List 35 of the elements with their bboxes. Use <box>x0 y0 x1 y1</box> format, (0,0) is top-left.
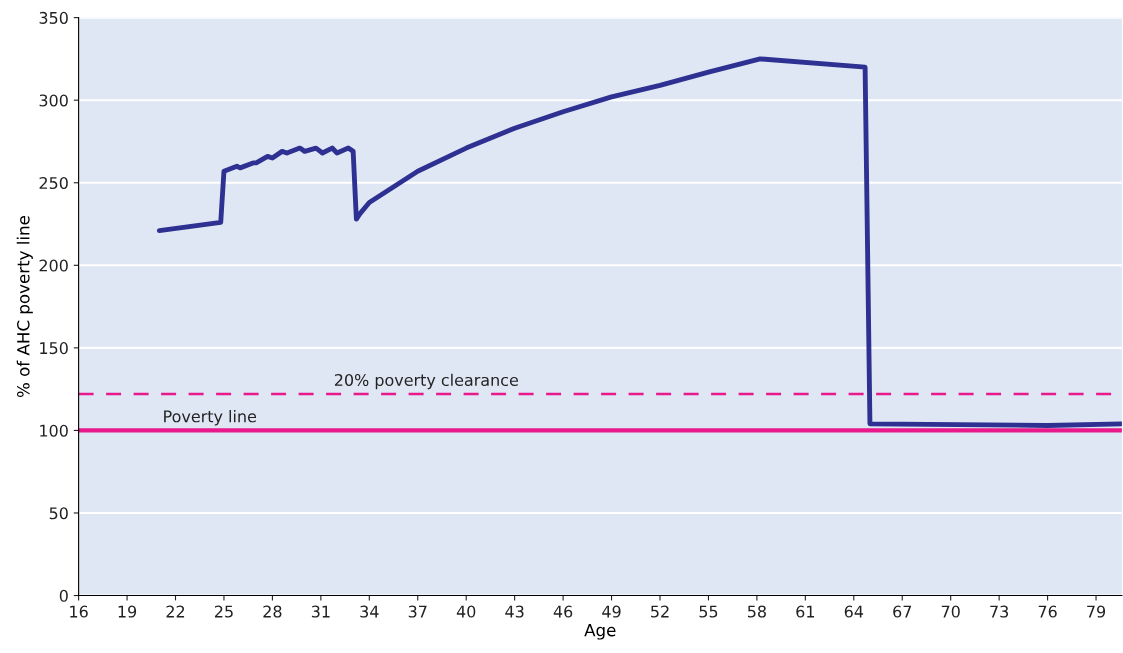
x-tick-label: 73 <box>990 605 1009 618</box>
y-tick-label: 350 <box>39 11 68 24</box>
x-tick-label: 34 <box>360 605 379 618</box>
x-tick-label: 46 <box>553 605 573 618</box>
x-axis-title: Age <box>584 624 616 640</box>
x-tick-label: 49 <box>602 605 621 618</box>
x-tick-label: 79 <box>1087 605 1106 618</box>
x-tick-label: 61 <box>796 605 815 618</box>
y-tick-label: 50 <box>49 507 68 520</box>
x-tick-label: 58 <box>747 605 766 618</box>
y-tick-label: 150 <box>40 342 68 355</box>
x-tick-label: 19 <box>118 605 137 618</box>
x-tick-label: 52 <box>651 605 669 618</box>
x-tick-label: 31 <box>311 605 330 618</box>
x-tick-label: 37 <box>408 605 427 618</box>
ref-line-label: 20% poverty clearance <box>334 373 518 390</box>
x-tick-label: 55 <box>699 605 718 618</box>
x-tick-label: 67 <box>893 605 912 618</box>
x-tick-label: 25 <box>214 605 233 618</box>
ref-line-label: Poverty line <box>164 410 257 426</box>
x-tick-label: 64 <box>844 605 864 618</box>
y-axis-title: % of AHC poverty line <box>16 216 33 398</box>
x-tick-label: 43 <box>505 605 524 618</box>
x-tick-label: 16 <box>70 605 88 618</box>
x-tick-label: 40 <box>456 605 476 618</box>
y-tick-label: 100 <box>40 424 68 437</box>
y-tick-label: 300 <box>39 94 68 107</box>
y-tick-label: 250 <box>39 176 68 190</box>
x-tick-label: 28 <box>263 605 282 618</box>
y-tick-label: 200 <box>39 259 68 272</box>
x-tick-label: 76 <box>1038 605 1057 618</box>
x-tick-label: 70 <box>941 605 960 618</box>
x-tick-label: 22 <box>166 605 185 618</box>
y-tick-label: 0 <box>59 589 68 602</box>
line-series <box>156 56 1122 428</box>
